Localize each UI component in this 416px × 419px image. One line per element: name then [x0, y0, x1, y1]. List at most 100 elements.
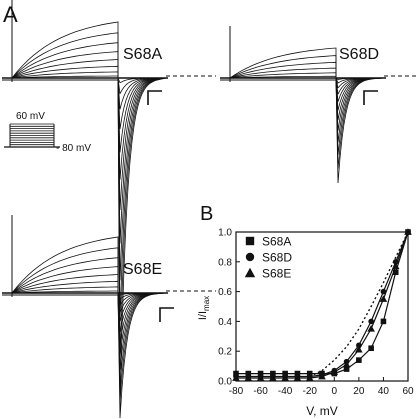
tail-current-trace — [335, 77, 385, 184]
tail-current-trace — [117, 292, 167, 344]
series-s68a — [233, 229, 411, 377]
data-point — [391, 262, 400, 270]
series-s68d — [233, 229, 411, 380]
outward-current-trace — [229, 72, 337, 79]
data-point — [294, 370, 301, 377]
series-s68e — [232, 228, 412, 381]
data-point — [232, 374, 240, 381]
chart-legend: S68A S68D S68E — [244, 235, 292, 281]
tail-current-trace — [117, 292, 167, 401]
outward-current-trace — [229, 47, 337, 79]
y-tick-label: 0.2 — [218, 347, 232, 358]
scale-bar — [363, 90, 378, 105]
x-tick-label: 0 — [332, 386, 338, 397]
outward-current-trace — [11, 32, 119, 79]
outward-current-trace — [11, 286, 119, 294]
scale-bar — [159, 307, 174, 322]
x-tick-label: -40 — [278, 386, 293, 397]
data-point — [270, 370, 276, 377]
trace-label-s68d: S68D — [339, 46, 379, 63]
x-tick-label: -60 — [253, 386, 268, 397]
y-tick-label: 0.0 — [218, 377, 232, 388]
outward-current-trace — [11, 59, 119, 79]
data-point — [380, 288, 387, 295]
y-axis: 0.0 0.2 0.4 0.6 0.8 1.0 — [218, 228, 240, 388]
outward-current-trace — [11, 290, 119, 294]
x-axis-label: V, mV — [306, 404, 338, 418]
y-tick-label: 0.4 — [218, 317, 232, 328]
tail-current-trace — [117, 77, 167, 211]
outward-current-trace — [229, 55, 337, 79]
x-tick-label: -80 — [229, 386, 244, 397]
legend-label: S68D — [262, 251, 292, 265]
protocol-bottom-label: - 80 mV — [56, 143, 91, 154]
data-point — [306, 370, 313, 377]
tail-current-trace — [117, 77, 167, 363]
data-series — [232, 228, 412, 381]
data-point — [404, 228, 412, 235]
legend-label: S68A — [262, 235, 291, 249]
trace-label-s68e: S68E — [123, 261, 162, 278]
outward-current-trace — [11, 75, 119, 79]
data-point — [269, 374, 277, 381]
trace-panel-s68e — [2, 215, 216, 419]
outward-current-trace — [11, 51, 119, 79]
outward-current-trace — [11, 280, 119, 294]
panel-a-label: A — [3, 2, 18, 27]
legend-marker — [245, 236, 255, 246]
y-axis-label: I/Imax — [197, 296, 211, 320]
legend-label: S68E — [262, 267, 291, 281]
reference-dotted-curve — [309, 231, 409, 378]
outward-current-trace — [229, 61, 337, 79]
data-point — [245, 370, 252, 377]
protocol-top-label: 60 mV — [16, 111, 45, 122]
outward-current-trace — [11, 247, 119, 294]
data-point — [305, 374, 314, 381]
data-point — [368, 345, 374, 352]
data-point — [281, 374, 289, 381]
trace-label-s68a: S68A — [123, 46, 162, 63]
tail-current-trace — [335, 77, 385, 121]
outward-current-trace — [229, 75, 337, 79]
data-point — [330, 368, 339, 375]
outward-current-trace — [11, 236, 119, 294]
x-tick-label: 60 — [402, 386, 414, 397]
data-point — [392, 269, 399, 276]
outward-current-trace — [11, 71, 119, 79]
outward-current-trace — [11, 42, 119, 79]
panel-b-label: B — [200, 203, 213, 225]
voltage-protocol-inset — [4, 123, 60, 148]
trace-panel-s68a — [2, 0, 216, 409]
data-point — [282, 370, 288, 377]
data-point — [233, 370, 239, 377]
x-tick-label: 40 — [378, 386, 390, 397]
data-point — [367, 325, 375, 332]
outward-current-trace — [11, 266, 119, 294]
x-tick-label: -20 — [302, 386, 317, 397]
outward-current-trace — [229, 67, 337, 79]
x-tick-label: 20 — [353, 386, 365, 397]
legend-marker — [245, 252, 255, 262]
data-point — [356, 357, 362, 363]
data-point — [343, 366, 350, 372]
y-tick-label: 0.8 — [218, 257, 232, 268]
plot-frame — [235, 231, 409, 382]
scale-bar — [147, 90, 162, 105]
data-point — [368, 318, 374, 325]
data-point — [293, 374, 302, 381]
tail-current-trace — [117, 292, 167, 419]
tail-current-trace — [117, 77, 167, 409]
data-point — [380, 318, 387, 325]
outward-current-trace — [11, 21, 119, 79]
outward-current-trace — [11, 274, 119, 294]
trace-panel-s68d — [220, 26, 416, 184]
y-tick-label: 1.0 — [218, 228, 232, 239]
data-point — [257, 370, 264, 377]
data-point — [355, 345, 363, 353]
data-point — [318, 372, 326, 380]
iv-chart: 0.0 0.2 0.4 0.6 0.8 1.0 -80 -60 -40 -20 0 20 40 60 S… — [197, 228, 414, 419]
y-tick-label: 0.6 — [218, 287, 232, 298]
data-point — [342, 360, 351, 368]
